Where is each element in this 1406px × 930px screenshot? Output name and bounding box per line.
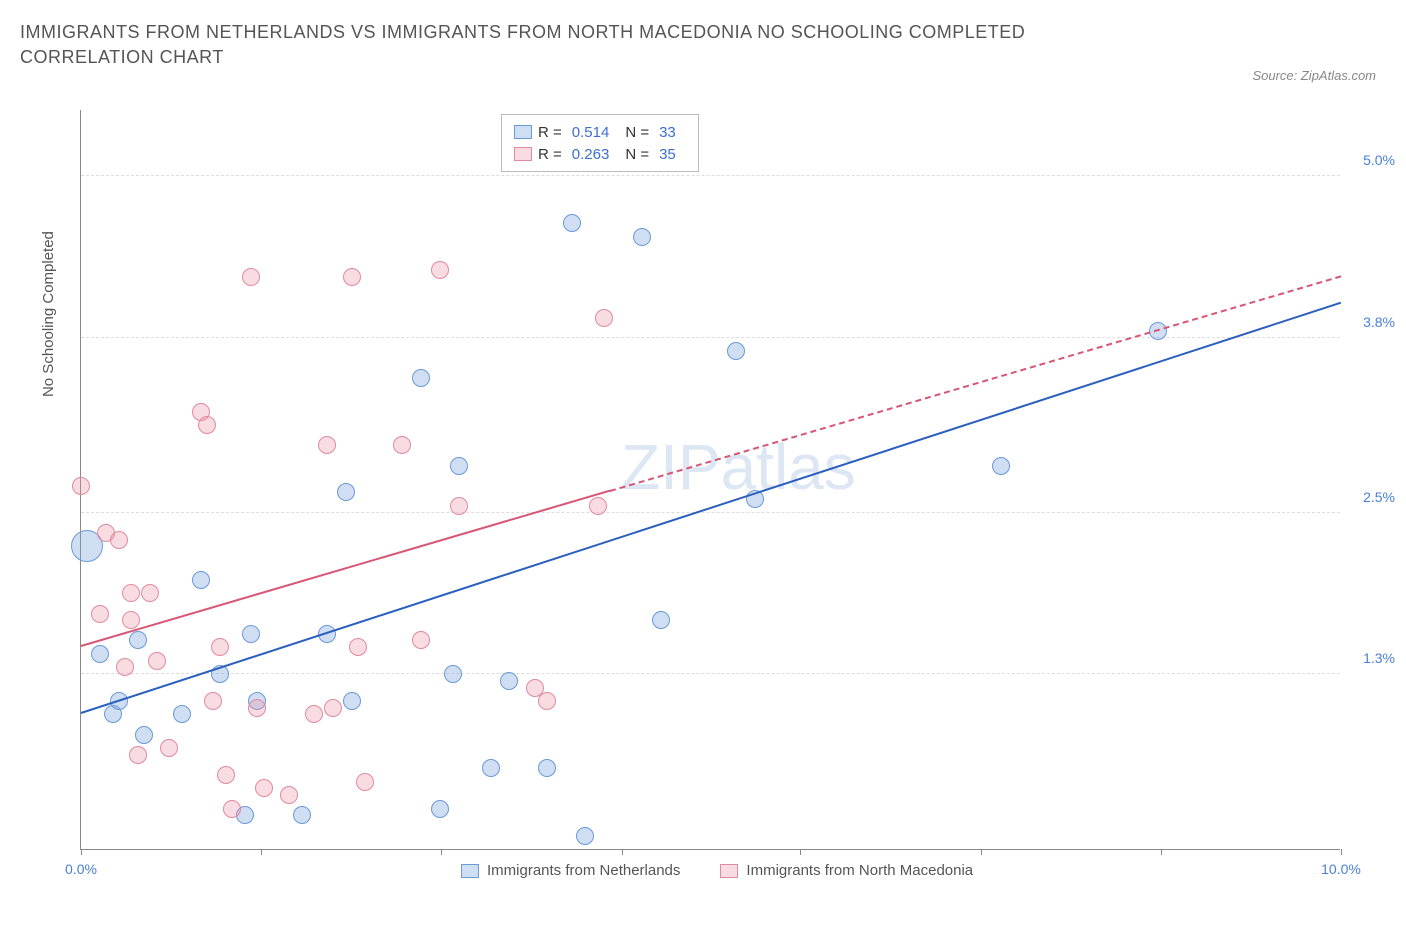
scatter-point xyxy=(563,214,581,232)
y-axis-label: No Schooling Completed xyxy=(40,231,57,397)
scatter-point xyxy=(135,726,153,744)
scatter-point xyxy=(91,645,109,663)
trend-line xyxy=(81,302,1342,714)
trend-line xyxy=(610,275,1341,492)
x-tick-label: 0.0% xyxy=(65,861,97,877)
y-tick-label: 5.0% xyxy=(1363,152,1395,168)
r-value-macedonia: 0.263 xyxy=(572,146,610,163)
scatter-point xyxy=(349,638,367,656)
scatter-point xyxy=(204,692,222,710)
scatter-point xyxy=(450,457,468,475)
scatter-point xyxy=(444,665,462,683)
y-tick-label: 1.3% xyxy=(1363,650,1395,666)
scatter-point xyxy=(141,584,159,602)
scatter-point xyxy=(122,611,140,629)
legend-row-macedonia: R = 0.263 N = 35 xyxy=(514,143,686,165)
y-tick-label: 2.5% xyxy=(1363,489,1395,505)
scatter-point xyxy=(318,436,336,454)
legend-series: Immigrants from Netherlands Immigrants f… xyxy=(461,862,973,879)
watermark: ZIPatlas xyxy=(621,430,856,504)
scatter-point xyxy=(633,228,651,246)
scatter-point xyxy=(280,786,298,804)
scatter-point xyxy=(211,638,229,656)
n-value-macedonia: 35 xyxy=(659,146,676,163)
scatter-point xyxy=(242,268,260,286)
scatter-point xyxy=(337,483,355,501)
chart-title: IMMIGRANTS FROM NETHERLANDS VS IMMIGRANT… xyxy=(20,20,1120,70)
x-tick xyxy=(261,849,262,855)
scatter-point xyxy=(412,631,430,649)
r-value-netherlands: 0.514 xyxy=(572,124,610,141)
scatter-point xyxy=(576,827,594,845)
trend-line xyxy=(81,490,611,647)
y-tick-label: 3.8% xyxy=(1363,314,1395,330)
scatter-point xyxy=(482,759,500,777)
scatter-point xyxy=(173,705,191,723)
scatter-point xyxy=(727,342,745,360)
x-tick xyxy=(441,849,442,855)
legend-item-netherlands: Immigrants from Netherlands xyxy=(461,862,680,879)
scatter-point xyxy=(217,766,235,784)
scatter-point xyxy=(324,699,342,717)
swatch-netherlands xyxy=(514,125,532,139)
scatter-point xyxy=(431,261,449,279)
scatter-point xyxy=(293,806,311,824)
scatter-point xyxy=(595,309,613,327)
swatch-macedonia xyxy=(514,147,532,161)
scatter-point xyxy=(148,652,166,670)
scatter-point xyxy=(538,759,556,777)
x-tick xyxy=(81,849,82,855)
legend-stats: R = 0.514 N = 33 R = 0.263 N = 35 xyxy=(501,114,699,172)
x-tick xyxy=(1341,849,1342,855)
gridline xyxy=(81,673,1340,674)
plot-area: ZIPatlas R = 0.514 N = 33 R = 0.263 N = … xyxy=(80,110,1340,850)
scatter-point xyxy=(223,800,241,818)
scatter-point xyxy=(116,658,134,676)
series-name-netherlands: Immigrants from Netherlands xyxy=(487,862,680,879)
scatter-point xyxy=(122,584,140,602)
scatter-point xyxy=(110,531,128,549)
swatch-netherlands-bottom xyxy=(461,864,479,878)
legend-row-netherlands: R = 0.514 N = 33 xyxy=(514,121,686,143)
x-tick xyxy=(1161,849,1162,855)
x-tick xyxy=(981,849,982,855)
scatter-point xyxy=(160,739,178,757)
scatter-point xyxy=(198,416,216,434)
scatter-point xyxy=(589,497,607,515)
n-value-netherlands: 33 xyxy=(659,124,676,141)
scatter-point xyxy=(192,571,210,589)
scatter-point xyxy=(992,457,1010,475)
scatter-point xyxy=(343,692,361,710)
scatter-point xyxy=(72,477,90,495)
scatter-point xyxy=(248,699,266,717)
scatter-point xyxy=(431,800,449,818)
x-tick xyxy=(622,849,623,855)
scatter-point xyxy=(652,611,670,629)
scatter-point xyxy=(500,672,518,690)
scatter-point xyxy=(305,705,323,723)
swatch-macedonia-bottom xyxy=(720,864,738,878)
legend-item-macedonia: Immigrants from North Macedonia xyxy=(720,862,973,879)
scatter-point xyxy=(91,605,109,623)
scatter-point xyxy=(356,773,374,791)
correlation-chart: IMMIGRANTS FROM NETHERLANDS VS IMMIGRANT… xyxy=(20,20,1386,910)
x-tick xyxy=(800,849,801,855)
scatter-point xyxy=(538,692,556,710)
scatter-point xyxy=(412,369,430,387)
scatter-point xyxy=(343,268,361,286)
scatter-point xyxy=(393,436,411,454)
scatter-point xyxy=(255,779,273,797)
scatter-point xyxy=(450,497,468,515)
x-tick-label: 10.0% xyxy=(1321,861,1361,877)
gridline xyxy=(81,175,1340,176)
scatter-point xyxy=(129,746,147,764)
scatter-point xyxy=(242,625,260,643)
gridline xyxy=(81,512,1340,513)
scatter-point xyxy=(129,631,147,649)
source-attribution: Source: ZipAtlas.com xyxy=(1252,68,1376,83)
series-name-macedonia: Immigrants from North Macedonia xyxy=(746,862,973,879)
